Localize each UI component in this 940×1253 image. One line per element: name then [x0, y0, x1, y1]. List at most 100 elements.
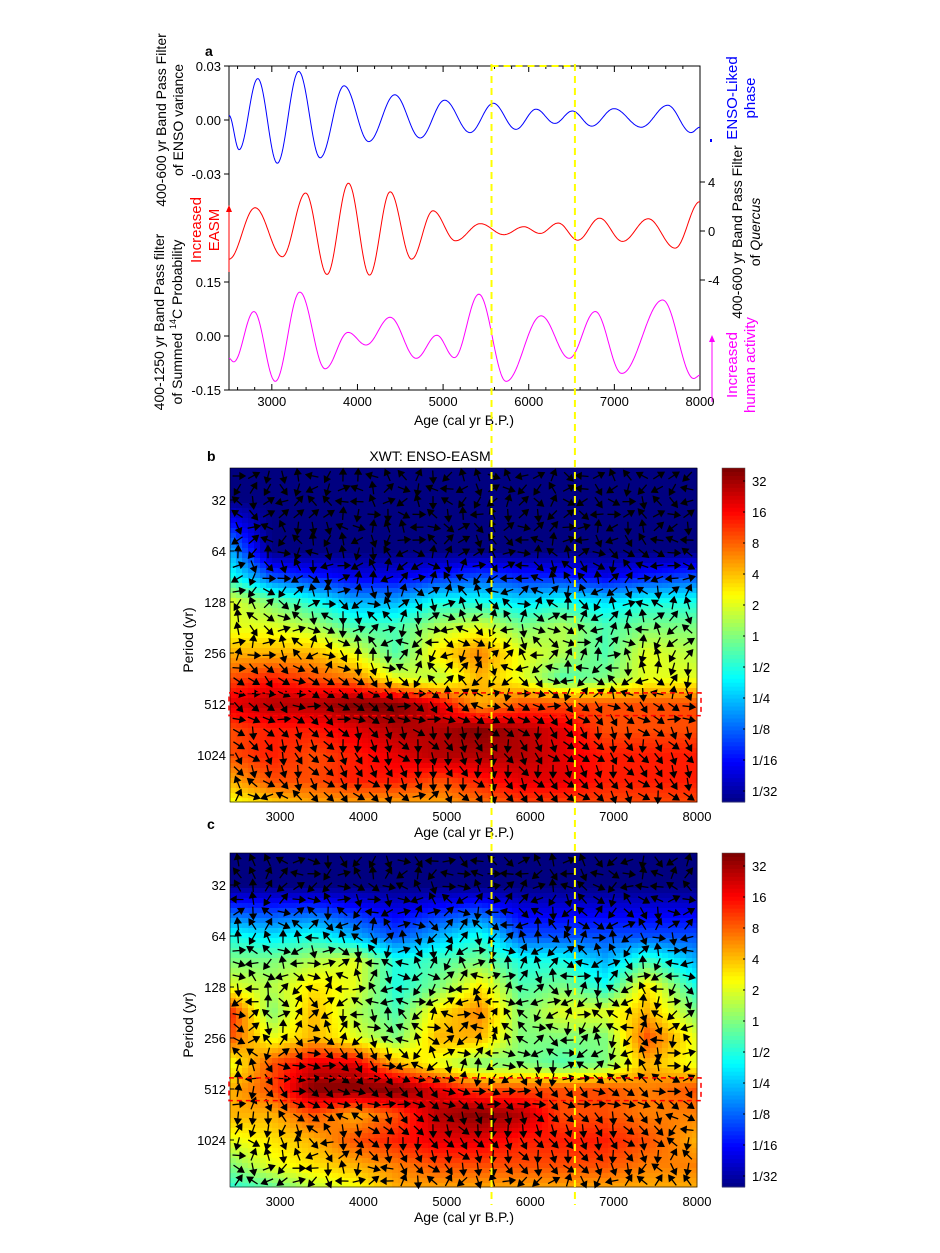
- heatmap-cell: [668, 538, 675, 544]
- heatmap-cell: [242, 603, 249, 609]
- heatmap-cell: [236, 568, 243, 574]
- heatmap-cell: [590, 533, 597, 539]
- heatmap-cell: [674, 528, 681, 534]
- heatmap-cell: [524, 633, 531, 639]
- heatmap-cell: [680, 513, 687, 519]
- heatmap-cell: [590, 548, 597, 554]
- heatmap-cell: [620, 633, 627, 639]
- heatmap-cell: [620, 553, 627, 559]
- heatmap-cell: [614, 563, 621, 569]
- heatmap-cell: [446, 593, 453, 599]
- heatmap-cell: [452, 583, 459, 589]
- heatmap-cell: [320, 488, 327, 494]
- heatmap-cell: [512, 498, 519, 504]
- heatmap-cell: [662, 713, 669, 719]
- heatmap-cell: [620, 573, 627, 579]
- heatmap-cell: [422, 768, 429, 774]
- heatmap-cell: [446, 473, 453, 479]
- heatmap-cell: [458, 773, 465, 779]
- heatmap-cell: [656, 693, 663, 699]
- heatmap-cell: [602, 738, 609, 744]
- heatmap-cell: [260, 553, 267, 559]
- heatmap-cell: [272, 733, 279, 739]
- heatmap-cell: [386, 673, 393, 679]
- heatmap-cell: [554, 683, 561, 689]
- heatmap-cell: [314, 708, 321, 714]
- heatmap-cell: [392, 708, 399, 714]
- heatmap-cell: [272, 708, 279, 714]
- heatmap-cell: [614, 683, 621, 689]
- heatmap-cell: [230, 753, 237, 759]
- heatmap-cell: [500, 673, 507, 679]
- heatmap-cell: [242, 768, 249, 774]
- heatmap-cell: [326, 753, 333, 759]
- heatmap-cell: [494, 668, 501, 674]
- heatmap-cell: [674, 748, 681, 754]
- heatmap-cell: [380, 518, 387, 524]
- heatmap-cell: [668, 698, 675, 704]
- heatmap-cell: [260, 688, 267, 694]
- heatmap-cell: [242, 733, 249, 739]
- heatmap-cell: [452, 563, 459, 569]
- heatmap-cell: [440, 548, 447, 554]
- heatmap-cell: [446, 498, 453, 504]
- heatmap-cell: [620, 578, 627, 584]
- heatmap-cell: [380, 703, 387, 709]
- heatmap-cell: [626, 683, 633, 689]
- heatmap-cell: [296, 768, 303, 774]
- heatmap-cell: [380, 548, 387, 554]
- heatmap-cell: [512, 538, 519, 544]
- heatmap-cell: [386, 703, 393, 709]
- heatmap-cell: [620, 748, 627, 754]
- heatmap-cell: [272, 738, 279, 744]
- heatmap-cell: [230, 723, 237, 729]
- heatmap-cell: [608, 698, 615, 704]
- heatmap-cell: [500, 518, 507, 524]
- heatmap-cell: [680, 763, 687, 769]
- heatmap-cell: [326, 633, 333, 639]
- heatmap-cell: [278, 718, 285, 724]
- heatmap-cell: [332, 698, 339, 704]
- heatmap-cell: [380, 758, 387, 764]
- heatmap-cell: [482, 513, 489, 519]
- heatmap-cell: [278, 548, 285, 554]
- heatmap-cell: [482, 533, 489, 539]
- heatmap-cell: [404, 748, 411, 754]
- heatmap-cell: [596, 703, 603, 709]
- heatmap-cell: [344, 478, 351, 484]
- heatmap-cell: [560, 768, 567, 774]
- heatmap-cell: [524, 503, 531, 509]
- heatmap-cell: [608, 518, 615, 524]
- heatmap-cell: [632, 758, 639, 764]
- heatmap-cell: [488, 513, 495, 519]
- heatmap-cell: [464, 518, 471, 524]
- heatmap-cell: [374, 738, 381, 744]
- heatmap-cell: [470, 608, 477, 614]
- heatmap-cell: [614, 468, 621, 474]
- heatmap-cell: [428, 558, 435, 564]
- heatmap-cell: [686, 518, 693, 524]
- heatmap-cell: [278, 588, 285, 594]
- heatmap-cell: [482, 538, 489, 544]
- heatmap-cell: [584, 693, 591, 699]
- heatmap-cell: [554, 508, 561, 514]
- heatmap-cell: [380, 668, 387, 674]
- heatmap-cell: [338, 513, 345, 519]
- heatmap-cell: [494, 633, 501, 639]
- heatmap-cell: [614, 493, 621, 499]
- heatmap-cell: [632, 763, 639, 769]
- heatmap-cell: [464, 728, 471, 734]
- heatmap-cell: [692, 748, 698, 754]
- heatmap-cell: [494, 618, 501, 624]
- heatmap-cell: [314, 528, 321, 534]
- heatmap-cell: [518, 523, 525, 529]
- heatmap-cell: [644, 693, 651, 699]
- heatmap-cell: [650, 703, 657, 709]
- heatmap-cell: [542, 773, 549, 779]
- heatmap-cell: [548, 763, 555, 769]
- heatmap-cell: [272, 588, 279, 594]
- heatmap-cell: [422, 633, 429, 639]
- heatmap-cell: [620, 503, 627, 509]
- heatmap-cell: [302, 543, 309, 549]
